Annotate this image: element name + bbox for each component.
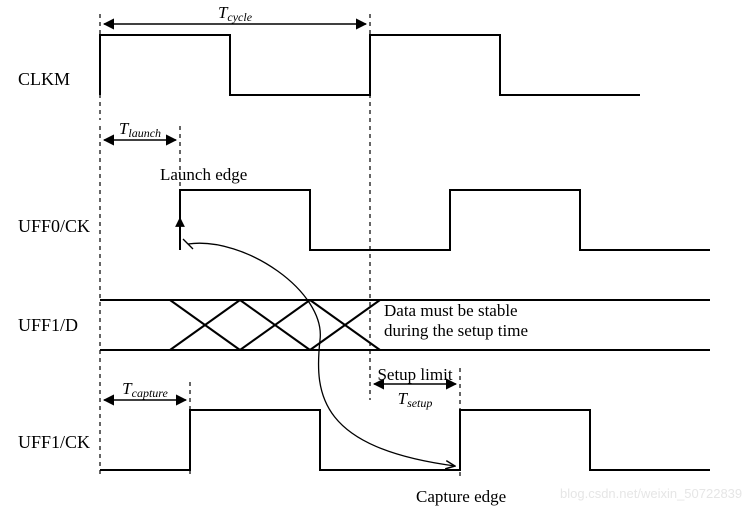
uff1d-label: UFF1/D [18,315,78,335]
label-launch-edge: Launch edge [160,165,247,184]
timing-diagram: CLKM UFF0/CK UFF1/D UFF1/CK Tcycle Tlaunch Tca… [0,0,751,511]
label-data-stable-1: Data must be stable [384,301,518,320]
clkm-label: CLKM [18,69,70,89]
label-tlaunch: Tlaunch [119,119,161,140]
label-tsetup: Tsetup [398,389,433,410]
label-data-stable-2: during the setup time [384,321,528,340]
launch-to-capture-curve [188,243,455,466]
label-setup-limit: Setup limit [377,365,452,384]
label-tcycle: Tcycle [218,3,253,24]
uff0ck-waveform [180,190,710,250]
uff1ck-waveform [100,410,710,470]
watermark: blog.csdn.net/weixin_50722839 [560,486,742,501]
label-capture-edge: Capture edge [416,487,506,506]
uff1ck-label: UFF1/CK [18,432,90,452]
label-tcapture: Tcapture [122,379,168,400]
uff0ck-label: UFF0/CK [18,216,90,236]
